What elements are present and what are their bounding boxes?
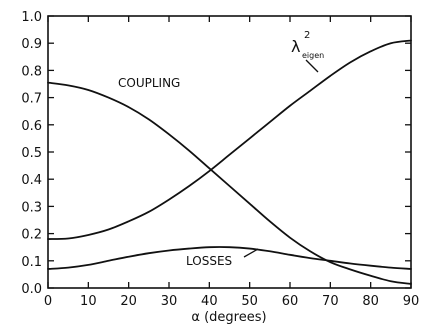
- lambda-leader: [305, 59, 319, 73]
- lambda-superscript: 2: [304, 30, 310, 41]
- losses-leader: [243, 248, 259, 258]
- y-tick-label: 0.9: [21, 37, 42, 52]
- x-tick-label: 90: [403, 294, 420, 309]
- x-tick-label: 10: [80, 294, 97, 309]
- x-tick-label: 20: [120, 294, 137, 309]
- y-tick-label: 0.2: [21, 228, 42, 243]
- coupling-curve: [47, 81, 412, 285]
- x-tick-label: 0: [44, 294, 52, 309]
- x-tick-label: 70: [322, 294, 339, 309]
- lambda-subscript: eigen: [302, 51, 324, 60]
- coupling-annotation: COUPLING: [118, 76, 180, 90]
- y-tick-label: 0.6: [21, 119, 42, 134]
- x-tick-label: 80: [362, 294, 379, 309]
- y-tick-label: 0.5: [21, 146, 42, 161]
- losses-annotation: LOSSES: [186, 254, 232, 268]
- x-tick-label: 30: [161, 294, 178, 309]
- lambda-eigen-curve: [47, 39, 412, 240]
- lambda-eigen-annotation: λ 2 eigen: [291, 30, 324, 60]
- lambda-symbol: λ: [291, 37, 300, 56]
- y-tick-label: 1.0: [21, 10, 42, 25]
- plot-area: [47, 39, 412, 285]
- x-axis-label: α (degrees): [191, 310, 266, 325]
- x-axis: 0 10 20 30 40 50 60 70 80 90: [44, 16, 419, 309]
- x-tick-label: 40: [201, 294, 218, 309]
- y-tick-label: 0.8: [21, 64, 42, 79]
- y-tick-label: 0.7: [21, 92, 42, 107]
- x-tick-label: 50: [241, 294, 258, 309]
- x-tick-label: 60: [282, 294, 299, 309]
- y-tick-label: 0.1: [21, 255, 42, 270]
- y-axis: 0.0 0.1 0.2 0.3 0.4 0.5 0.6 0.7 0.8 0.9 1.0: [21, 10, 411, 297]
- losses-curve: [47, 246, 412, 270]
- y-tick-label: 0.0: [21, 282, 42, 297]
- y-tick-label: 0.3: [21, 200, 42, 215]
- y-tick-label: 0.4: [21, 173, 42, 188]
